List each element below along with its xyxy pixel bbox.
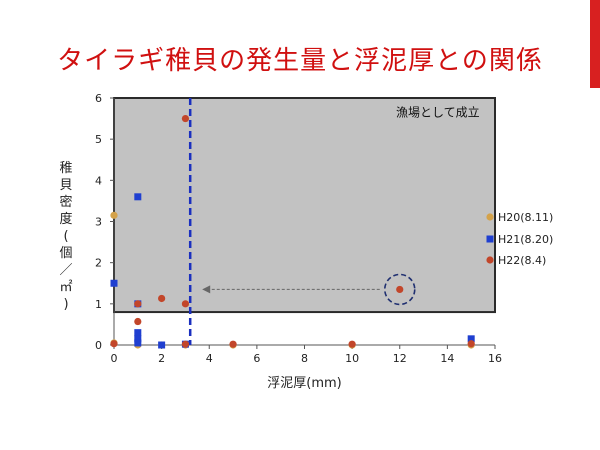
data-point-series-2 xyxy=(467,335,475,343)
slide-title: タイラギ稚貝の発生量と浮泥厚との関係 xyxy=(57,46,543,76)
x-tick-label: 8 xyxy=(301,352,308,365)
y-tick-label: 0 xyxy=(95,339,102,352)
legend-marker xyxy=(486,256,494,264)
data-point-series-3 xyxy=(134,300,142,308)
data-point-series-3 xyxy=(110,340,118,348)
x-tick-label: 4 xyxy=(206,352,213,365)
data-point-series-3 xyxy=(348,340,356,348)
data-point-series-3 xyxy=(158,294,166,303)
y-tick-label: 4 xyxy=(95,174,102,187)
x-tick-label: 14 xyxy=(440,352,454,365)
data-point-series-2 xyxy=(134,335,142,343)
y-tick-label: 1 xyxy=(95,298,102,311)
data-point-series-1 xyxy=(110,211,118,219)
x-tick-label: 2 xyxy=(158,352,165,365)
data-point-series-3 xyxy=(229,340,237,348)
data-point-series-2 xyxy=(158,341,166,349)
legend-marker xyxy=(486,213,494,221)
accent-bar xyxy=(590,0,600,88)
data-point-series-2 xyxy=(134,329,142,337)
y-axis-label: 稚貝密度(個／㎡) xyxy=(59,161,73,312)
data-point-series-2 xyxy=(134,339,142,347)
data-point-series-2 xyxy=(110,279,118,287)
data-point-series-3 xyxy=(181,300,190,308)
data-point-series-3 xyxy=(467,340,475,348)
legend-marker xyxy=(486,235,494,243)
arrow-head xyxy=(202,285,211,294)
data-point-series-3 xyxy=(134,317,142,326)
data-point-series-3 xyxy=(396,285,404,294)
shaded-region xyxy=(113,97,496,314)
legend-label: H22(8.4) xyxy=(498,254,546,267)
x-tick-label: 16 xyxy=(488,352,502,365)
y-tick-label: 5 xyxy=(95,133,102,146)
data-point-series-3 xyxy=(181,114,190,123)
region-label: 漁場として成立 xyxy=(396,105,480,120)
highlight-circle xyxy=(383,273,416,306)
data-point-series-2 xyxy=(134,193,142,201)
x-tick-label: 10 xyxy=(345,352,359,365)
legend-label: H20(8.11) xyxy=(498,211,553,224)
y-tick-label: 2 xyxy=(95,257,102,270)
y-tick-label: 3 xyxy=(95,216,102,229)
data-point-series-3 xyxy=(181,340,190,348)
x-axis-title: 浮泥厚(mm) xyxy=(267,376,341,391)
x-tick-label: 0 xyxy=(111,352,118,365)
x-tick-label: 6 xyxy=(253,352,260,365)
y-tick-label: 6 xyxy=(95,92,102,105)
legend-label: H21(8.20) xyxy=(498,233,553,246)
x-tick-label: 12 xyxy=(393,352,407,365)
